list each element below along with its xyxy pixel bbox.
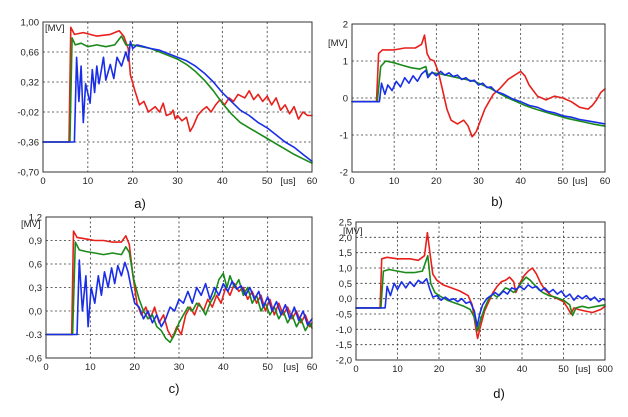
y-tick-label: 0,32: [21, 78, 40, 89]
x-tick-label: 60: [307, 176, 318, 187]
y-tick-label: 1,0: [339, 264, 352, 275]
x-unit-label: [us]: [572, 176, 587, 187]
trace-green-line: [351, 60, 606, 127]
x-tick-label: 30: [172, 176, 183, 187]
trace-red-line: [355, 231, 606, 340]
x-tick-label: 40: [218, 362, 229, 373]
trace-green-line: [45, 241, 313, 344]
x-tick-label: 600: [597, 364, 613, 375]
panel-label: a): [134, 196, 146, 211]
y-tick-label: 1,00: [21, 18, 40, 29]
y-tick-label: -2,0: [336, 356, 352, 367]
panel-label: c): [169, 381, 180, 396]
trace-blue-line: [45, 259, 313, 336]
panel-b: 0 10 20 30 40 50 60 -2 -1 0 1 2 [MV] [us] b): [328, 20, 610, 210]
y-tick-label: 0,3: [29, 283, 42, 294]
panel-c: 0 10 20 30 40 50 60 -0,6 -0.3 0,0 0,3 0,6 0,9 1,2[MV]…: [21, 213, 317, 397]
x-tick-label: 20: [127, 176, 138, 187]
y-tick-label: 1: [343, 57, 348, 68]
y-tick-label: -1,5: [336, 340, 352, 351]
y-tick-label: 0,66: [21, 48, 40, 59]
x-tick-label: 20: [129, 362, 140, 373]
x-unit-label: [us]: [575, 364, 590, 375]
y-tick-label: -1: [340, 131, 348, 142]
y-tick-label: 0,5: [339, 279, 352, 290]
x-tick-label: 40: [517, 364, 528, 375]
trace-green-line: [355, 254, 606, 332]
panel-d: 0 10 20 30 40 50 600 -2,0 -1,5 -1,0 -0,5 0,0 0,5 1,0 1…: [336, 218, 613, 402]
y-tick-label: 1,2: [29, 213, 42, 224]
y-tick-label: 2,5: [339, 218, 352, 229]
y-tick-label: 0,0: [339, 294, 352, 305]
plot-frame: [355, 221, 606, 361]
x-tick-label: 50: [558, 176, 569, 187]
x-tick-label: 50: [558, 364, 569, 375]
x-tick-label: 60: [307, 362, 318, 373]
y-tick-label: 0,6: [29, 260, 42, 271]
x-tick-label: 20: [434, 364, 445, 375]
y-tick-label: 2,0: [339, 233, 352, 244]
y-tick-label: 1,5: [339, 248, 352, 259]
x-tick-label: 0: [43, 362, 48, 373]
x-tick-label: 10: [83, 176, 94, 187]
x-tick-label: 10: [389, 176, 400, 187]
x-tick-label: 50: [262, 176, 273, 187]
x-tick-label: 50: [262, 362, 273, 373]
trace-blue-line: [355, 277, 606, 328]
y-unit-label: [MV]: [45, 23, 65, 34]
y-tick-label: -0.3: [26, 330, 42, 341]
x-tick-label: 40: [217, 176, 228, 187]
x-tick-label: 0: [349, 176, 354, 187]
trace-blue-line: [42, 40, 313, 163]
trace-red-line: [351, 34, 606, 138]
x-unit-label: [us]: [280, 176, 295, 187]
x-tick-label: 40: [515, 176, 526, 187]
x-tick-label: 30: [475, 364, 486, 375]
y-tick-label: -0,02: [17, 108, 39, 119]
plot-frame: [45, 216, 313, 359]
y-tick-label: -1,0: [336, 325, 352, 336]
y-tick-label: -2: [340, 168, 348, 179]
trace-green-line: [42, 35, 313, 164]
y-tick-label: -0,36: [17, 138, 39, 149]
y-tick-label: 0,0: [29, 307, 42, 318]
x-tick-label: 20: [431, 176, 442, 187]
y-tick-label: 2: [343, 20, 348, 31]
x-tick-label: 30: [174, 362, 185, 373]
trace-blue-line: [351, 69, 606, 125]
x-tick-label: 10: [85, 362, 96, 373]
x-tick-label: 60: [600, 176, 611, 187]
y-unit-label: [MV]: [343, 226, 363, 237]
plot-frame: [351, 23, 606, 173]
x-tick-label: 30: [473, 176, 484, 187]
y-tick-label: -0,70: [17, 168, 39, 179]
panel-label: b): [491, 194, 503, 209]
x-tick-label: 10: [392, 364, 403, 375]
x-tick-label: 0: [353, 364, 358, 375]
plot-frame: [42, 21, 313, 173]
panel-a: 0 10 20 30 40 50 60 -0,70 -0,36 -0,02 0,32 0,66 1,00…: [17, 18, 317, 212]
y-unit-label: [MV]: [21, 219, 41, 230]
y-unit-label: [MV]: [328, 38, 348, 49]
panel-label: d): [493, 386, 505, 401]
x-unit-label: [us]: [283, 362, 298, 373]
y-tick-label: 0: [343, 94, 348, 105]
x-tick-label: 0: [40, 176, 45, 187]
y-tick-label: -0,6: [26, 354, 42, 365]
y-tick-label: -0,5: [336, 310, 352, 321]
y-tick-label: 0,9: [29, 236, 42, 247]
